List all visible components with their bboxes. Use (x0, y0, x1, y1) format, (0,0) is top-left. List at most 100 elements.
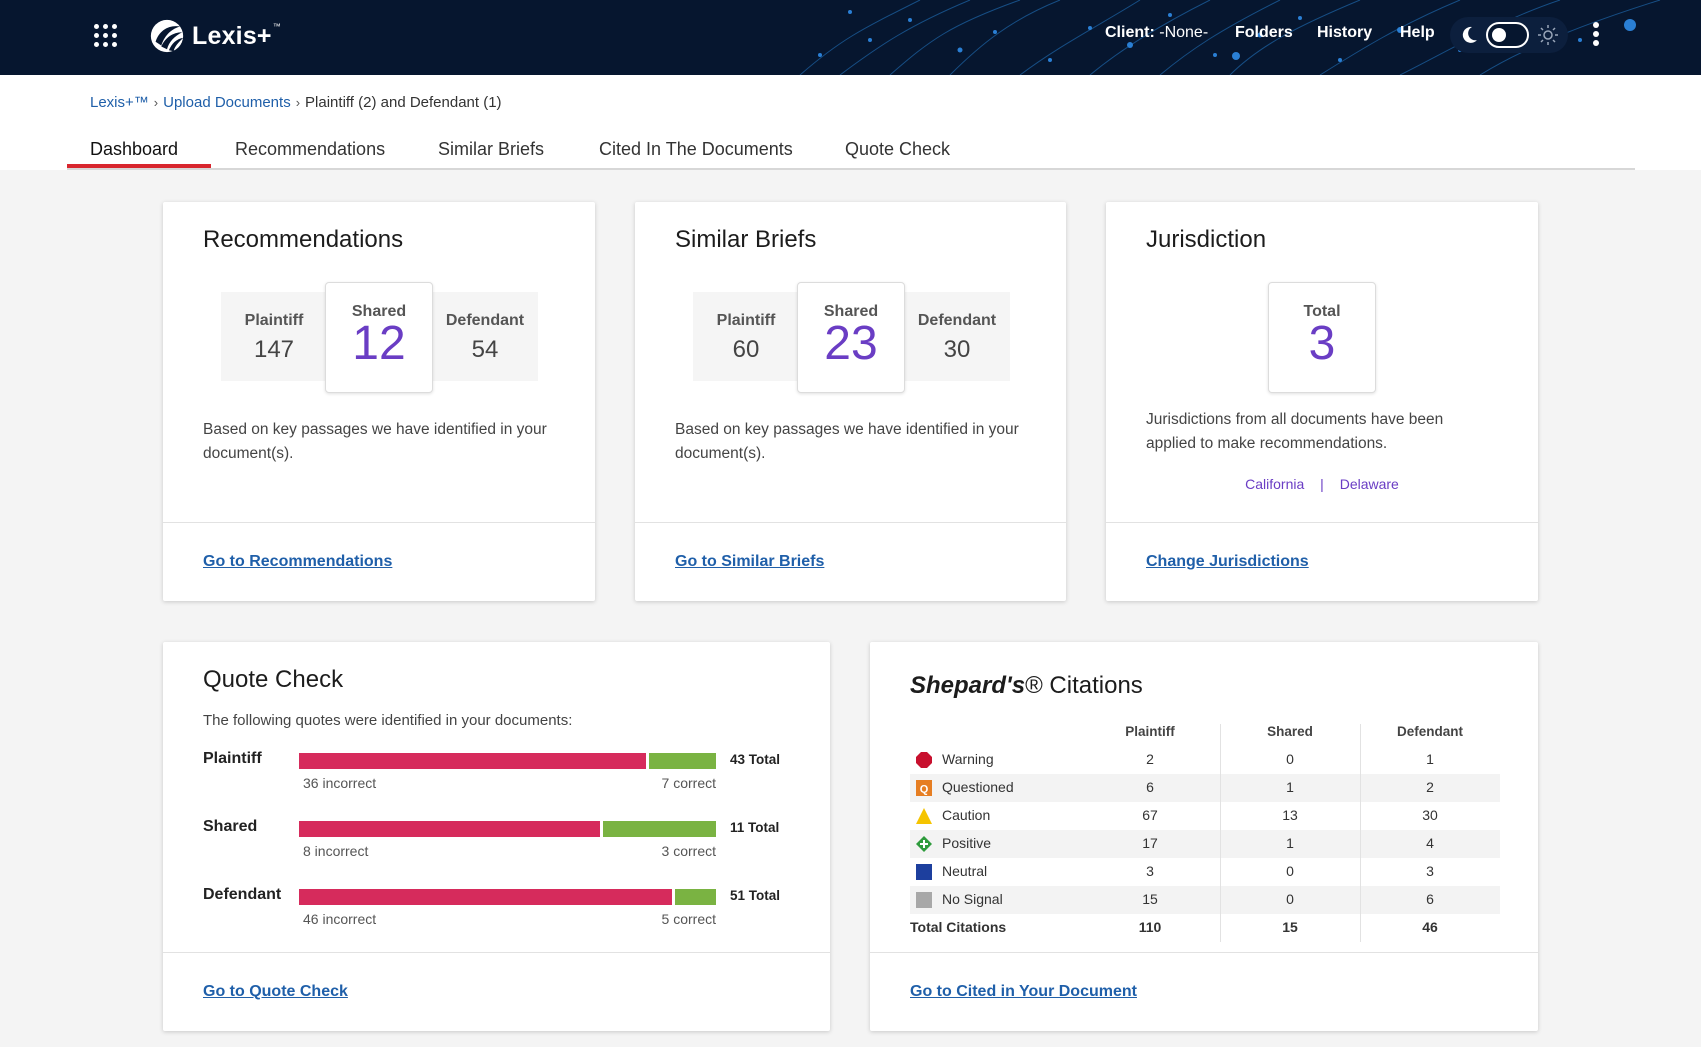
signal-count: 0 (1286, 863, 1294, 879)
jurisdiction-delaware[interactable]: Delaware (1339, 476, 1399, 492)
app-name: Lexis+ (192, 21, 272, 50)
warning-signal-icon (916, 752, 932, 768)
shepards-row-questioned: Q Questioned 6 1 2 (910, 774, 1500, 802)
quote-total: 43 Total (730, 752, 781, 767)
signal-name: Caution (942, 807, 991, 823)
signal-count: 0 (1286, 891, 1294, 907)
lexis-plus-logo[interactable]: Lexis+ ™ (148, 16, 281, 56)
signal-name: Positive (942, 835, 992, 851)
tab-similar-briefs[interactable]: Similar Briefs (438, 139, 545, 159)
stat-label: Plaintiff (716, 312, 776, 329)
svg-text:Q: Q (920, 784, 929, 796)
jurisdiction-total-stat: Total 3 (1268, 282, 1376, 393)
stat-label: Defendant (917, 312, 997, 329)
defendant-stat: Defendant 54 (432, 292, 538, 381)
lexis-logo-mark-icon (150, 19, 184, 53)
card-title: Jurisdiction (1146, 226, 1267, 253)
total-citations-label: Total Citations (910, 919, 1007, 935)
more-options-icon[interactable] (1588, 22, 1604, 50)
plaintiff-stat: Plaintiff 147 (221, 292, 327, 381)
nav-help[interactable]: Help (1400, 24, 1435, 41)
nav-folders[interactable]: Folders (1235, 24, 1293, 41)
shepards-citations-card: Shepard's® Citations Plaintiff Shared De… (870, 642, 1538, 1031)
toggle-knob (1492, 28, 1506, 42)
change-jurisdictions-link[interactable]: Change Jurisdictions (1146, 553, 1309, 570)
shepards-row-caution: Caution 67 13 30 (910, 802, 1500, 830)
dark-mode-toggle[interactable] (1486, 22, 1529, 48)
nav-history[interactable]: History (1317, 24, 1373, 41)
stat-label: Shared (351, 303, 407, 320)
column-divider (1360, 724, 1361, 942)
signal-count: 15 (1142, 891, 1158, 907)
column-header-shared: Shared (1267, 724, 1313, 739)
incorrect-segment (299, 889, 672, 905)
card-description: Based on key passages we have identified… (675, 421, 1019, 462)
stat-value: 147 (253, 336, 295, 363)
card-title: Shepard's® Citations (910, 672, 1143, 700)
card-title: Quote Check (203, 666, 344, 693)
decorative-network-graphic (799, 0, 1661, 75)
card-title: Recommendations (203, 226, 404, 253)
jurisdiction-separator: | (1320, 476, 1324, 492)
signal-count: 1 (1426, 751, 1434, 767)
signal-name: Questioned (942, 779, 1014, 795)
subheader: Lexis+™ › Upload Documents › Plaintiff (… (0, 75, 1701, 170)
card-description: Jurisdictions from all documents have be… (1146, 411, 1444, 452)
tab-cited-in-documents[interactable]: Cited In The Documents (599, 139, 793, 159)
stat-label: Total (1303, 303, 1341, 320)
incorrect-count: 8 incorrect (303, 843, 369, 859)
card-description: Based on key passages we have identified… (203, 421, 547, 462)
signal-name: Neutral (942, 863, 988, 879)
signal-count: 6 (1426, 891, 1434, 907)
tab-dashboard[interactable]: Dashboard (90, 139, 179, 159)
total-citations-count: 110 (1138, 919, 1162, 935)
signal-count: 1 (1286, 835, 1294, 851)
correct-count: 3 correct (661, 843, 716, 859)
client-selector[interactable]: Client: -None- (1105, 24, 1208, 42)
breadcrumb-upload-link[interactable]: Upload Documents (163, 94, 291, 111)
jurisdiction-list: California | Delaware (1106, 476, 1538, 492)
quote-bar (299, 889, 716, 905)
citations-title: ® Citations (1025, 672, 1143, 699)
signal-name: No Signal (942, 891, 1003, 907)
jurisdiction-california[interactable]: California (1245, 476, 1305, 492)
quote-total: 51 Total (730, 888, 781, 903)
signal-count: 2 (1146, 751, 1154, 767)
signal-count: 13 (1282, 807, 1298, 823)
positive-signal-icon (916, 836, 932, 852)
card-footer: Go to Cited in Your Document (870, 952, 1538, 1031)
go-to-recommendations-link[interactable]: Go to Recommendations (203, 553, 393, 570)
shared-stat: Shared 12 (325, 282, 433, 393)
tab-recommendations[interactable]: Recommendations (235, 139, 386, 159)
neutral-signal-icon (916, 864, 932, 880)
quote-bar (299, 753, 716, 769)
shepards-brand: Shepard's (910, 672, 1026, 699)
incorrect-count: 36 incorrect (303, 775, 377, 791)
total-citations-count: 46 (1422, 919, 1438, 935)
signal-count: 0 (1286, 751, 1294, 767)
client-value: -None- (1159, 24, 1209, 41)
correct-segment (675, 889, 716, 905)
go-to-similar-briefs-link[interactable]: Go to Similar Briefs (675, 553, 825, 570)
tab-quote-check[interactable]: Quote Check (845, 139, 951, 159)
stat-label: Plaintiff (244, 312, 304, 329)
recommendations-card: Recommendations Plaintiff 147 Defendant … (163, 202, 595, 601)
column-header-plaintiff: Plaintiff (1125, 724, 1175, 739)
questioned-signal-icon: Q (916, 780, 932, 796)
breadcrumb-lexis-link[interactable]: Lexis+™ (90, 94, 149, 111)
top-navigation-bar: Lexis+ ™ Client: -None- Folders History … (0, 0, 1701, 75)
go-to-cited-in-document-link[interactable]: Go to Cited in Your Document (910, 983, 1137, 1000)
total-citations-count: 15 (1282, 919, 1298, 935)
app-launcher-icon[interactable] (94, 24, 118, 48)
plaintiff-stat: Plaintiff 60 (693, 292, 799, 381)
card-subtitle: The following quotes were identified in … (203, 712, 573, 729)
breadcrumb-current: Plaintiff (2) and Defendant (1) (305, 94, 502, 111)
quote-row-label: Shared (203, 818, 258, 835)
similar-briefs-card: Similar Briefs Plaintiff 60 Defendant 30… (635, 202, 1066, 601)
breadcrumb: Lexis+™ › Upload Documents › Plaintiff (… (90, 94, 502, 111)
shared-stat: Shared 23 (797, 282, 905, 393)
stat-label: Shared (823, 303, 879, 320)
stat-value: 3 (1308, 317, 1336, 370)
jurisdiction-card: Jurisdiction Total 3 Jurisdictions from … (1106, 202, 1538, 601)
go-to-quote-check-link[interactable]: Go to Quote Check (203, 983, 348, 1000)
